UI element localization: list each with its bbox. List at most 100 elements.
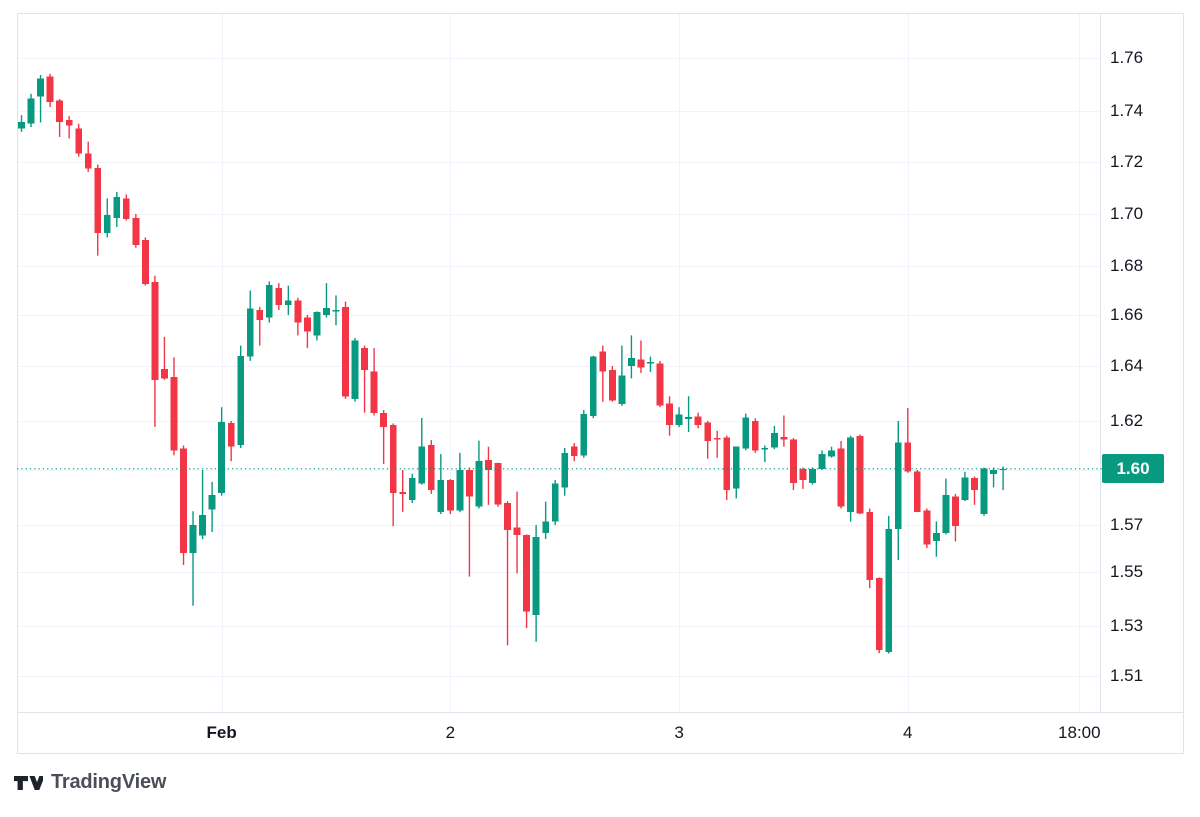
candle-body bbox=[523, 535, 530, 612]
candle-body bbox=[323, 308, 330, 315]
candle-body bbox=[18, 121, 25, 129]
candle-body bbox=[37, 78, 44, 97]
candle-body bbox=[170, 377, 178, 451]
candle-body bbox=[685, 416, 692, 419]
candle-body bbox=[485, 460, 492, 470]
candle-body bbox=[199, 514, 206, 536]
x-axis-label: Feb bbox=[206, 723, 237, 742]
candle-body bbox=[971, 478, 978, 491]
candle-body bbox=[666, 403, 673, 426]
candle-body bbox=[94, 167, 102, 233]
candle-body bbox=[580, 413, 588, 456]
candle-body bbox=[780, 436, 788, 440]
candle-body bbox=[151, 281, 159, 380]
candle-body bbox=[27, 98, 35, 124]
x-axis-label: 3 bbox=[674, 723, 684, 742]
candle-body bbox=[122, 198, 130, 220]
candle-body bbox=[770, 432, 778, 448]
candle-body bbox=[589, 356, 597, 416]
candle-body bbox=[65, 120, 73, 126]
candle-body bbox=[351, 340, 359, 399]
candle-body bbox=[704, 422, 712, 442]
candle-body bbox=[399, 492, 407, 494]
candle-body bbox=[790, 439, 797, 484]
candle-body bbox=[742, 417, 750, 449]
candle-body bbox=[809, 468, 816, 484]
candle-body bbox=[656, 363, 664, 406]
candle-body bbox=[675, 414, 683, 426]
candle-body bbox=[446, 480, 454, 511]
candle-body bbox=[370, 371, 378, 413]
candle-body bbox=[551, 483, 559, 522]
candle-body bbox=[894, 442, 902, 529]
y-axis-label: 1.70 bbox=[1110, 204, 1144, 223]
candle-body bbox=[608, 370, 616, 401]
candle-body bbox=[389, 424, 397, 493]
candle-body bbox=[113, 197, 121, 218]
candle-body bbox=[132, 217, 140, 246]
candle-body bbox=[694, 416, 702, 426]
candle-body bbox=[837, 448, 845, 507]
tradingview-attribution-link[interactable]: TradingView bbox=[14, 771, 166, 794]
candle-body bbox=[952, 496, 959, 527]
candle-body bbox=[732, 446, 740, 489]
candle-body bbox=[342, 306, 349, 397]
candle-body bbox=[990, 470, 997, 475]
y-axis-label: 1.66 bbox=[1110, 305, 1144, 324]
y-axis-label: 1.64 bbox=[1110, 356, 1144, 375]
candle-body bbox=[466, 470, 473, 497]
candle-body bbox=[828, 450, 835, 457]
candle-body bbox=[542, 521, 550, 533]
candle-body bbox=[494, 463, 502, 505]
candle-body bbox=[180, 448, 187, 554]
candle-body bbox=[380, 412, 388, 427]
candle-body bbox=[570, 446, 578, 456]
candle-body bbox=[103, 215, 111, 233]
candle-body bbox=[923, 510, 931, 545]
candle-body bbox=[999, 468, 1007, 471]
candle-body bbox=[275, 288, 283, 306]
candle-body bbox=[856, 435, 864, 514]
candle-body bbox=[227, 422, 235, 447]
tradingview-logo-icon bbox=[14, 773, 43, 792]
candle-body bbox=[437, 480, 445, 512]
candle-body bbox=[265, 284, 273, 318]
candle-body bbox=[866, 511, 874, 581]
y-axis-label: 1.62 bbox=[1110, 411, 1144, 430]
candle-body bbox=[647, 362, 654, 364]
candle-body bbox=[961, 477, 969, 501]
candle-body bbox=[456, 470, 464, 511]
candle-body bbox=[237, 355, 245, 445]
candle-body bbox=[913, 471, 921, 512]
candle-body bbox=[408, 478, 416, 501]
x-axis-label: 18:00 bbox=[1058, 723, 1101, 742]
candle-body bbox=[932, 532, 940, 541]
candle-body bbox=[799, 468, 807, 481]
candle-body bbox=[637, 359, 645, 368]
y-axis-label: 1.72 bbox=[1110, 152, 1144, 171]
x-axis-label: 4 bbox=[903, 723, 913, 742]
candle-body bbox=[875, 578, 883, 650]
y-axis-label: 1.57 bbox=[1110, 515, 1144, 534]
candle-body bbox=[332, 310, 340, 312]
candle-body bbox=[46, 76, 54, 102]
y-axis-label: 1.53 bbox=[1110, 616, 1144, 635]
candle-body bbox=[141, 240, 149, 284]
candle-body bbox=[246, 308, 254, 357]
candle-body bbox=[294, 300, 302, 323]
candle-body bbox=[818, 454, 826, 469]
y-axis-label: 1.68 bbox=[1110, 256, 1144, 275]
y-axis-label: 1.55 bbox=[1110, 562, 1144, 581]
last-price-badge: 1.60 bbox=[1102, 454, 1164, 484]
candle-body bbox=[284, 300, 292, 306]
x-axis-label: 2 bbox=[445, 723, 456, 742]
candle-body bbox=[189, 525, 197, 554]
candle-body bbox=[504, 503, 511, 530]
candle-body bbox=[904, 442, 912, 472]
tradingview-logo-text: TradingView bbox=[51, 771, 167, 793]
candle-body bbox=[942, 494, 950, 533]
candle-body bbox=[628, 358, 635, 366]
candle-body bbox=[713, 438, 721, 440]
